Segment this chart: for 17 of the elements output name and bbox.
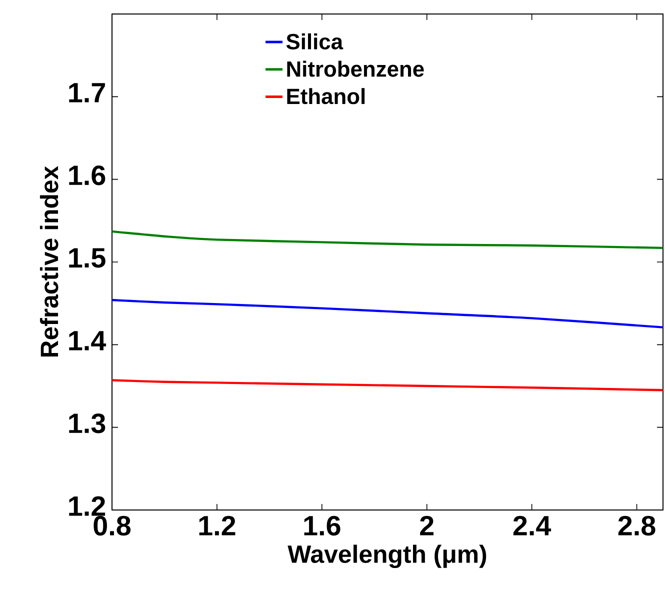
y-tick-label: 1.7 bbox=[69, 83, 105, 102]
x-tick-label: 1.2 bbox=[199, 516, 236, 536]
legend-label: Nitrobenzene bbox=[287, 60, 424, 77]
y-tick-label: 1.4 bbox=[69, 331, 106, 350]
x-tick-label: 2.4 bbox=[513, 516, 552, 536]
x-tick-label: 2 bbox=[420, 516, 434, 536]
legend-label: Silica bbox=[286, 33, 344, 50]
x-tick-label: 0.8 bbox=[94, 516, 131, 536]
x-tick-label: 2.8 bbox=[618, 516, 656, 536]
y-tick-label: 1.3 bbox=[69, 413, 106, 434]
x-tick-label: 1.6 bbox=[304, 516, 340, 536]
legend-label: Ethanol bbox=[287, 88, 365, 104]
y-axis-title: Refractive index bbox=[40, 166, 58, 357]
y-tick-label: 1.5 bbox=[69, 248, 106, 268]
x-axis-title: Wavelength (μm) bbox=[288, 544, 486, 568]
y-tick-label: 1.2 bbox=[69, 496, 106, 516]
y-tick-label: 1.6 bbox=[69, 165, 106, 186]
